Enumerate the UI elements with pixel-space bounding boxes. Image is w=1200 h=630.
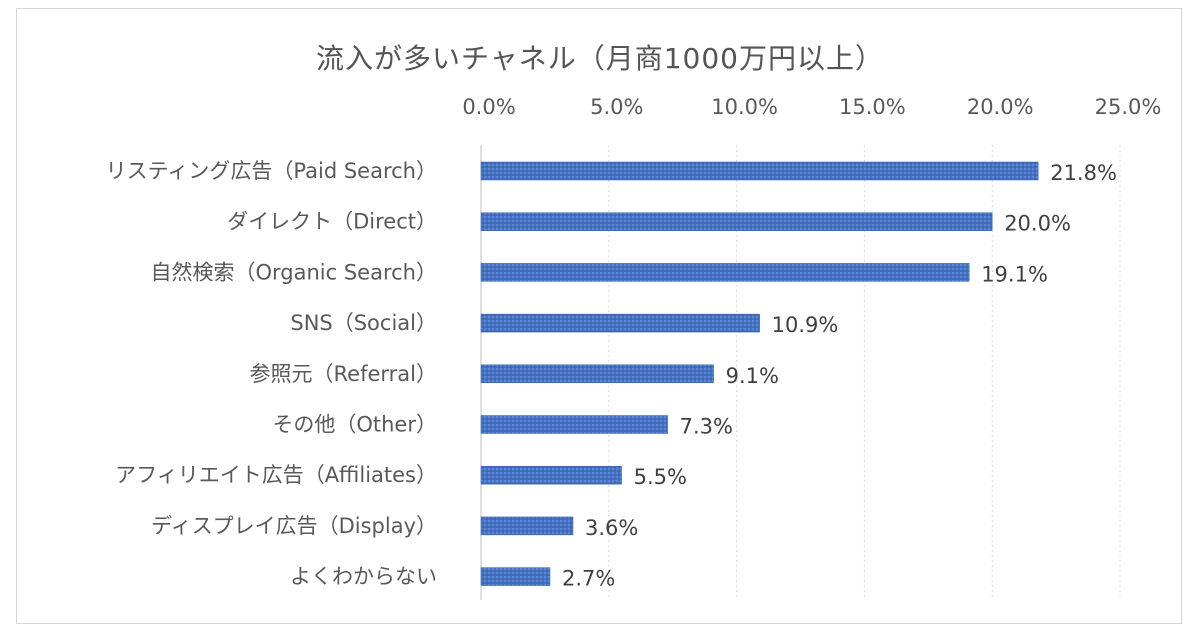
x-tick-label: 25.0%: [1095, 95, 1162, 119]
category-label: リスティング広告（Paid Search）: [106, 159, 437, 183]
data-label: 3.6%: [585, 516, 638, 540]
category-labels: リスティング広告（Paid Search） ダイレクト（Direct） 自然検索（O…: [106, 159, 437, 589]
data-label: 19.1%: [981, 262, 1048, 286]
bar: [480, 364, 714, 384]
x-tick-label: 15.0%: [839, 95, 906, 119]
category-label: ディスプレイ広告（Display）: [151, 514, 437, 538]
data-label: 20.0%: [1004, 212, 1071, 236]
data-label: 10.9%: [772, 313, 839, 337]
bar: [480, 415, 668, 434]
x-tick-label: 5.0%: [590, 95, 643, 119]
bar: [480, 263, 970, 282]
category-label: SNS（Social）: [290, 311, 437, 335]
data-label: 9.1%: [726, 364, 779, 388]
x-axis-ticks: 0.0% 5.0% 10.0% 15.0% 20.0% 25.0%: [462, 95, 1161, 119]
data-labels: 21.8% 20.0% 19.1% 10.9% 9.1% 7.3% 5.5% 3.6% 2.7%: [562, 161, 1117, 591]
category-label: 自然検索（Organic Search）: [150, 260, 437, 284]
bar: [480, 516, 574, 536]
bar: [480, 567, 551, 586]
category-label: アフィリエイト広告（Affiliates）: [115, 463, 437, 487]
data-label: 2.7%: [562, 567, 615, 591]
bar: [480, 465, 622, 485]
category-label: 参照元（Referral）: [250, 362, 437, 386]
category-label: よくわからない: [290, 565, 437, 589]
category-label: その他（Other）: [272, 413, 437, 437]
x-tick-label: 20.0%: [967, 95, 1034, 119]
bar: [480, 313, 760, 333]
chart-title: 流入が多いチャネル（月商1000万円以上）: [316, 42, 884, 75]
x-tick-label: 10.0%: [711, 95, 778, 119]
category-label: ダイレクト（Direct）: [227, 210, 437, 234]
data-label: 7.3%: [680, 415, 733, 439]
data-label: 21.8%: [1050, 161, 1117, 185]
bar: [480, 212, 993, 231]
bars: [480, 161, 1039, 586]
data-label: 5.5%: [634, 465, 687, 489]
bar: [480, 161, 1039, 181]
x-tick-label: 0.0%: [462, 95, 515, 119]
